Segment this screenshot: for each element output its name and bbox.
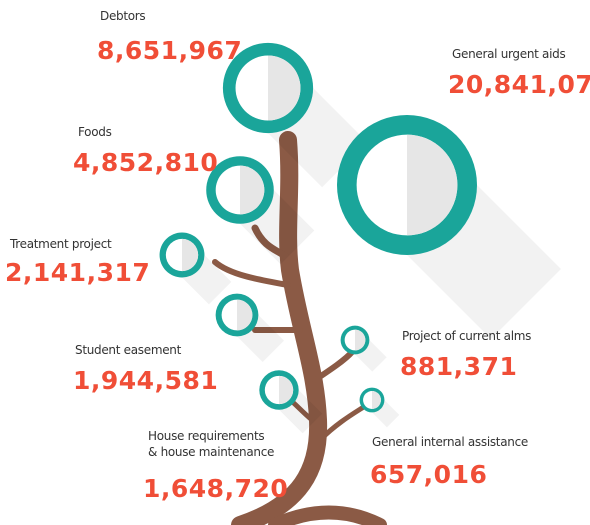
value-label: 4,852,810	[73, 148, 218, 177]
value-label: 2,141,317	[5, 258, 150, 287]
value-label: 1,648,720	[143, 474, 288, 503]
category-label: General urgent aids	[452, 46, 565, 62]
category-label: House requirements & house maintenance	[148, 428, 274, 460]
branch	[320, 404, 368, 440]
category-label: Debtors	[100, 8, 145, 24]
category-label: Student easement	[75, 342, 181, 358]
category-label: Treatment project	[10, 236, 111, 252]
category-label: General internal assistance	[372, 434, 528, 450]
infographic: Debtors 8,651,967 General urgent aids 20,84…	[0, 0, 590, 525]
trunk-base	[275, 513, 380, 525]
value-label: 1,944,581	[73, 366, 218, 395]
value-label: 8,651,967	[97, 36, 242, 65]
category-label: Project of current alms	[402, 328, 531, 344]
value-label: 881,371	[400, 352, 517, 381]
branch	[315, 352, 352, 380]
value-label: 20,841,075	[448, 70, 590, 99]
category-label: Foods	[78, 124, 112, 140]
value-label: 657,016	[370, 460, 487, 489]
